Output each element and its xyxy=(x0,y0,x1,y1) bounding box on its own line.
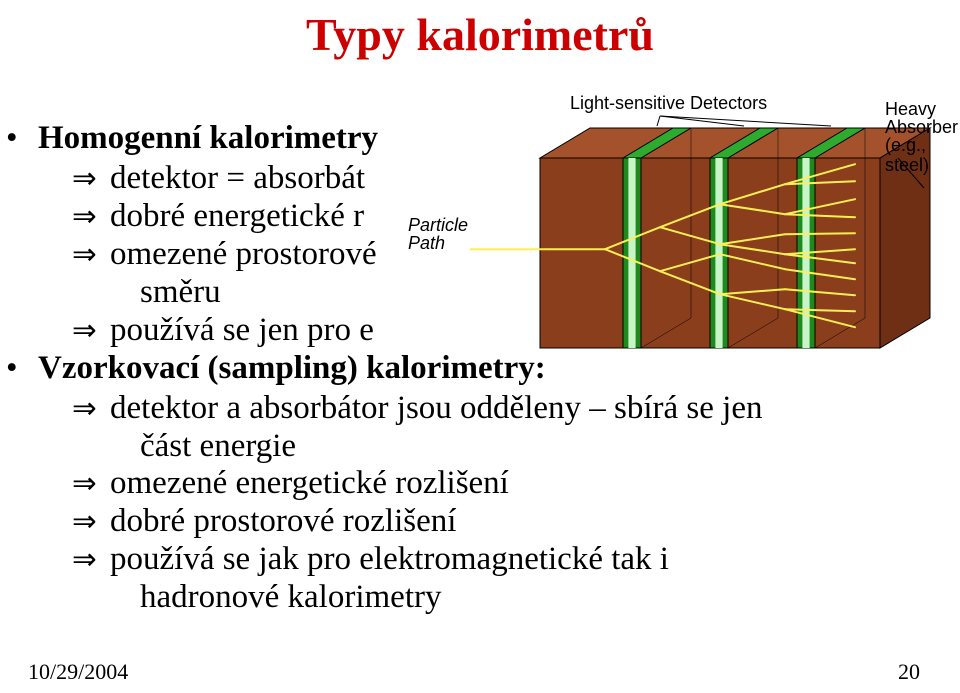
label-detectors: Light-sensitive Detectors xyxy=(570,94,767,114)
label-absorber-1: Heavy xyxy=(885,100,936,120)
bullet-level2: používá se jen pro e xyxy=(0,312,960,350)
title-text: Typy kalorimetrů xyxy=(306,9,654,60)
bullet-level2: omezené prostorové xyxy=(0,236,960,274)
page-title: Typy kalorimetrů xyxy=(0,8,960,61)
bullet-area: Homogenní kalorimetry detektor = absorbát… xyxy=(0,120,960,617)
bullet-level2: dobré prostorové rozlišení xyxy=(0,503,960,541)
bullet-level2: omezené energetické rozlišení xyxy=(0,465,960,503)
bullet-level2: dobré energetické r xyxy=(0,198,960,236)
bullet-level1: Homogenní kalorimetry xyxy=(0,120,960,158)
bullet-level2: detektor a absorbátor jsou odděleny – sb… xyxy=(0,390,960,428)
bullet-level1: Vzorkovací (sampling) kalorimetry: xyxy=(0,350,960,388)
bullet-level2: hadronové kalorimetry xyxy=(0,579,960,617)
footer-page: 20 xyxy=(898,659,920,685)
bullet-level2: směru xyxy=(0,274,960,312)
bullet-text: Homogenní kalorimetry xyxy=(38,120,378,156)
bullet-level2: používá se jak pro elektromagnetické tak… xyxy=(0,541,960,579)
bullet-text: Vzorkovací (sampling) kalorimetry: xyxy=(38,350,546,386)
bullet-level2: část energie xyxy=(0,428,960,466)
bullet-level2: detektor = absorbát xyxy=(0,160,960,198)
footer-date: 10/29/2004 xyxy=(28,659,128,685)
